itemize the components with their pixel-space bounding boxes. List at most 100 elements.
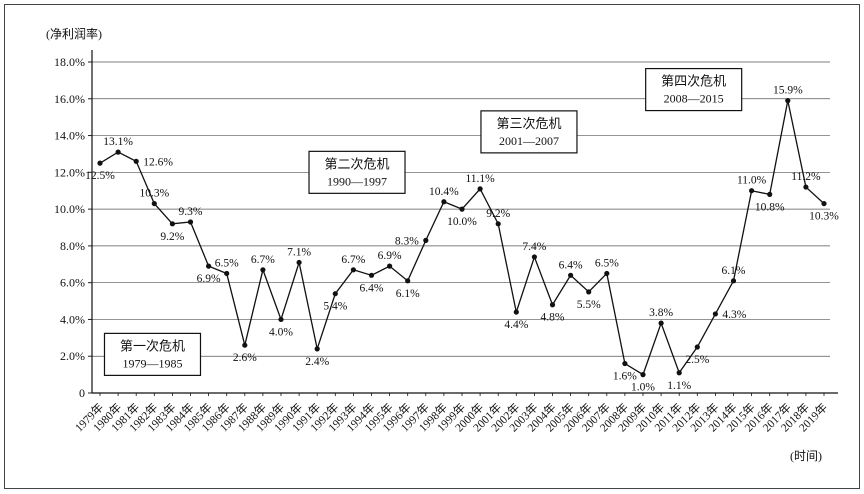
- data-point: [97, 160, 103, 166]
- data-point-label: 6.4%: [360, 282, 384, 294]
- y-tick-label: 2.0%: [60, 349, 85, 363]
- data-point: [622, 360, 628, 367]
- data-point-label: 6.4%: [559, 259, 583, 271]
- data-point-label: 10.3%: [809, 211, 839, 223]
- crisis-box: [103, 332, 202, 376]
- data-point: [314, 346, 320, 352]
- data-point-label: 2.6%: [233, 352, 257, 364]
- crisis-box: [645, 67, 743, 112]
- data-point: [332, 291, 338, 297]
- crisis-period: 1990—1997: [327, 174, 387, 188]
- data-point-label: 4.4%: [504, 319, 528, 331]
- data-point: [387, 263, 393, 269]
- data-point-label: 12.6%: [143, 156, 173, 168]
- data-point: [531, 254, 538, 260]
- crisis-period: 2008—2015: [664, 92, 724, 106]
- y-tick-label: 18.0%: [54, 55, 85, 69]
- data-point: [151, 200, 157, 207]
- data-point: [604, 270, 610, 277]
- data-point: [423, 237, 429, 243]
- crisis-title: 第二次危机: [325, 156, 390, 171]
- data-point: [206, 263, 212, 269]
- crisis-period: 1979—1985: [122, 356, 182, 370]
- data-point-label: 7.4%: [522, 241, 546, 253]
- data-point: [187, 219, 194, 225]
- crisis-title: 第四次危机: [661, 74, 726, 89]
- y-tick-label: 12.0%: [54, 165, 85, 179]
- data-point: [785, 98, 791, 104]
- data-point: [368, 272, 375, 278]
- data-point-label: 6.5%: [215, 257, 239, 269]
- data-line: [99, 100, 825, 376]
- data-point-label: 11.0%: [737, 175, 767, 187]
- data-point-label: 10.0%: [447, 216, 477, 228]
- data-point: [658, 320, 664, 326]
- data-point-label: 12.5%: [85, 170, 115, 182]
- data-point-label: 10.8%: [755, 201, 785, 213]
- data-point: [586, 289, 592, 295]
- crisis-box: [480, 110, 578, 154]
- data-point: [405, 278, 411, 284]
- data-point-label: 6.9%: [378, 250, 402, 262]
- crisis-title: 第三次危机: [496, 116, 561, 131]
- data-point: [767, 191, 773, 197]
- data-point-label: 4.0%: [269, 326, 293, 338]
- crisis-period: 2001—2007: [499, 134, 559, 148]
- data-point: [260, 267, 266, 273]
- data-point-label: 9.2%: [486, 208, 510, 220]
- data-point: [640, 372, 646, 378]
- data-point: [803, 184, 809, 190]
- data-point: [133, 158, 139, 164]
- data-point: [513, 309, 519, 315]
- data-point: [350, 267, 356, 273]
- data-point: [568, 272, 574, 278]
- data-point-label: 11.2%: [791, 171, 821, 183]
- y-tick-label: 16.0%: [54, 92, 85, 106]
- y-axis-title: (净利润率): [46, 27, 102, 41]
- data-point: [549, 302, 556, 308]
- data-point-label: 6.7%: [341, 254, 365, 266]
- data-point-label: 7.1%: [287, 246, 311, 258]
- data-point-label: 1.6%: [613, 371, 637, 383]
- data-point-label: 9.3%: [179, 206, 203, 218]
- data-point-label: 1.1%: [667, 380, 691, 392]
- data-point-label: 2.4%: [305, 356, 329, 368]
- x-axis-title: (时间): [790, 449, 822, 463]
- y-tick-label: 14.0%: [54, 129, 85, 143]
- data-point: [224, 270, 230, 277]
- data-point: [712, 311, 719, 317]
- data-point-label: 5.5%: [577, 299, 601, 311]
- figure-border: [4, 4, 860, 489]
- data-point-label: 15.9%: [773, 85, 803, 97]
- data-point-label: 6.1%: [722, 265, 746, 277]
- data-point-label: 13.1%: [103, 136, 133, 148]
- data-point-label: 4.3%: [722, 309, 746, 321]
- data-point: [477, 186, 483, 192]
- data-point: [115, 149, 121, 155]
- data-point: [730, 278, 737, 284]
- data-point-label: 8.3%: [395, 235, 419, 247]
- data-point-label: 2.5%: [685, 354, 709, 366]
- data-point: [278, 316, 284, 323]
- y-tick-label: 6.0%: [60, 276, 85, 290]
- data-point-label: 6.7%: [251, 254, 275, 266]
- data-point: [169, 221, 175, 227]
- data-point: [495, 221, 501, 227]
- data-point-label: 3.8%: [649, 307, 673, 319]
- data-point: [676, 370, 682, 376]
- data-point: [296, 259, 302, 266]
- crisis-title: 第一次危机: [120, 338, 185, 353]
- data-point-label: 6.5%: [595, 257, 619, 269]
- data-point-label: 1.0%: [631, 382, 655, 394]
- data-point: [749, 188, 755, 194]
- data-point-label: 6.1%: [396, 288, 420, 300]
- data-point-label: 4.8%: [541, 312, 565, 324]
- data-point-label: 10.3%: [139, 188, 169, 200]
- data-point: [441, 199, 447, 205]
- data-point: [459, 206, 465, 212]
- crisis-box: [308, 150, 406, 194]
- data-point-label: 5.4%: [323, 301, 347, 313]
- data-point-label: 9.2%: [160, 231, 184, 243]
- data-point-label: 10.4%: [429, 186, 459, 198]
